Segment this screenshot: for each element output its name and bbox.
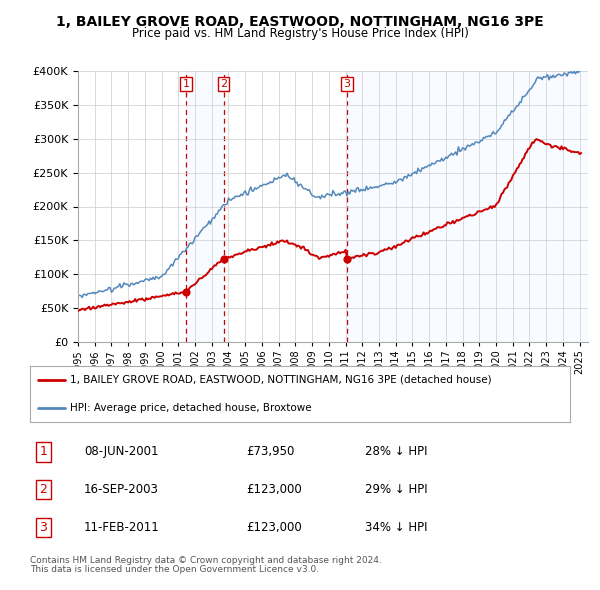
Text: £123,000: £123,000 [246, 521, 302, 534]
Text: Contains HM Land Registry data © Crown copyright and database right 2024.: Contains HM Land Registry data © Crown c… [30, 556, 382, 565]
Point [219, 254, 229, 264]
Text: This data is licensed under the Open Government Licence v3.0.: This data is licensed under the Open Gov… [30, 565, 319, 574]
Text: 16-SEP-2003: 16-SEP-2003 [84, 483, 159, 496]
Text: 2: 2 [40, 483, 47, 496]
Text: 1: 1 [40, 445, 47, 458]
Text: 1: 1 [182, 79, 190, 89]
Text: 34% ↓ HPI: 34% ↓ HPI [365, 521, 427, 534]
Bar [347, 71, 588, 342]
Text: 3: 3 [343, 79, 350, 89]
Point [181, 287, 191, 297]
Bar [186, 71, 224, 342]
Text: 11-FEB-2011: 11-FEB-2011 [84, 521, 160, 534]
Text: £123,000: £123,000 [246, 483, 302, 496]
Text: 29% ↓ HPI: 29% ↓ HPI [365, 483, 427, 496]
Text: 1, BAILEY GROVE ROAD, EASTWOOD, NOTTINGHAM, NG16 3PE: 1, BAILEY GROVE ROAD, EASTWOOD, NOTTINGH… [56, 15, 544, 29]
Text: 3: 3 [40, 521, 47, 534]
Text: 2: 2 [220, 79, 227, 89]
Text: 1, BAILEY GROVE ROAD, EASTWOOD, NOTTINGHAM, NG16 3PE (detached house): 1, BAILEY GROVE ROAD, EASTWOOD, NOTTINGH… [71, 375, 492, 385]
Text: 08-JUN-2001: 08-JUN-2001 [84, 445, 158, 458]
Text: £73,950: £73,950 [246, 445, 295, 458]
Text: Price paid vs. HM Land Registry's House Price Index (HPI): Price paid vs. HM Land Registry's House … [131, 27, 469, 40]
Point [342, 254, 352, 264]
Text: 28% ↓ HPI: 28% ↓ HPI [365, 445, 427, 458]
Text: HPI: Average price, detached house, Broxtowe: HPI: Average price, detached house, Brox… [71, 403, 312, 413]
